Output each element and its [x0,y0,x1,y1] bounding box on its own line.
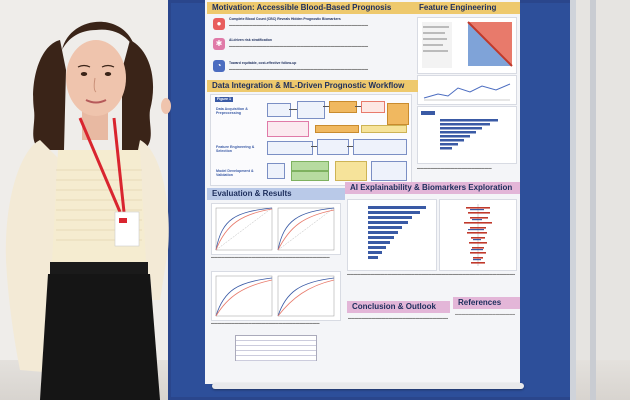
shap-importance-bars [368,206,426,259]
distribution-plot [423,83,511,101]
validation-box-1 [291,161,329,171]
calibration-caption: ▬▬▬▬▬▬▬▬▬▬▬▬▬▬▬▬▬▬▬▬▬▬▬▬▬▬▬▬▬▬▬▬ [211,321,320,325]
hair [33,40,66,150]
motivation-point-2: AI-driven risk stratification [229,38,272,42]
trousers [40,274,160,400]
roc-caption: ▬▬▬▬▬▬▬▬▬▬▬▬▬▬▬▬▬▬▬▬▬▬▬▬▬▬▬▬▬▬▬▬▬▬▬ [211,255,330,259]
clock-icon: ◔ [213,60,225,72]
explainability-header: AI Explainability & Biomarkers Explorati… [345,182,520,194]
validation-box-2 [291,171,329,181]
workflow-step-1: Data Acquisition & Preprocessing [216,107,248,115]
references-body: ▬▬▬▬▬▬▬▬▬▬▬▬▬▬▬▬▬▬▬▬▬▬▬▬▬▬▬▬▬▬▬▬▬▬▬▬▬▬▬▬… [455,312,515,316]
hand [161,98,171,114]
calibration-curves [215,275,335,317]
board-frame [570,0,576,400]
eye-right [104,72,112,76]
preprocess-box [329,101,357,113]
split-box [267,121,309,137]
workflow-diagram: Figure 1 Data Acquisition & Preprocessin… [210,94,412,186]
feature-caption: ▬▬▬▬▬▬▬▬▬▬▬▬▬▬▬▬▬▬▬▬▬▬ [417,166,492,170]
blood-drop-icon: ● [213,18,225,30]
roc-curves [215,207,335,251]
feature-box-3 [353,139,407,155]
motivation-body-3: ▬▬▬▬▬▬▬▬▬▬▬▬▬▬▬▬▬▬▬▬▬▬▬▬▬▬▬▬▬▬▬▬▬▬▬▬▬▬▬▬… [229,67,369,71]
motivation-point-3: Toward equitable, cost-effective follow-… [229,61,297,65]
conclusion-body: ▬▬▬▬▬▬▬▬▬▬▬▬▬▬▬▬▬▬▬▬▬▬▬▬▬▬▬▬▬▬▬▬▬▬▬▬▬▬▬▬… [348,316,448,320]
brain-icon: ✱ [213,38,225,50]
references-header: References [453,297,520,309]
feature-importance-panel [417,106,517,164]
workflow-header: Data Integration & ML-Driven Prognostic … [207,80,418,92]
ehr-database-box [267,103,291,117]
workflow-step-3: Model Development & Validation [216,169,254,177]
motivation-point-1: Complete Blood Count (CBC) Reveals Hidde… [229,17,341,21]
train-box [315,125,359,133]
face [66,40,126,116]
model-box [267,163,285,179]
correlation-heatmap [422,21,513,68]
output-box [371,161,407,181]
feature-importance-bars [421,111,498,150]
data-box [297,101,325,119]
poster-bottom-rail [212,383,524,389]
test-box [361,125,407,133]
eye-left [80,72,88,76]
calibration-panel [211,271,341,321]
roc-curves-panel [211,203,341,255]
cohort-box [387,103,409,125]
motivation-header: Motivation: Accessible Blood-Based Progn… [207,2,415,14]
results-table [235,335,317,361]
correlation-heatmap-panel [417,17,517,74]
name-badge [114,211,140,247]
metric-box [335,161,367,181]
feature-engineering-header: Feature Engineering [414,2,520,14]
distribution-panel [417,75,517,105]
link-box [361,101,385,113]
presenter-person [5,21,171,400]
belt [50,262,148,274]
wall-right [575,0,630,400]
stand-pole [590,0,596,400]
shap-beeswarm [464,204,492,266]
shap-importance-panel [347,199,437,271]
feature-box-1 [267,141,313,155]
motivation-body-2: ▬▬▬▬▬▬▬▬▬▬▬▬▬▬▬▬▬▬▬▬▬▬▬▬▬▬▬▬▬▬▬▬▬▬▬▬▬▬▬▬… [229,44,369,48]
explainability-caption: ▬▬▬▬▬▬▬▬▬▬▬▬▬▬▬▬▬▬▬▬▬▬▬▬▬▬▬▬▬▬▬▬▬▬▬▬▬▬▬▬… [347,272,515,276]
figure-label: Figure 1 [215,97,233,102]
lanyard [78,117,122,213]
feature-box-2 [317,139,349,155]
shap-beeswarm-panel [439,199,517,271]
motivation-body-1: ▬▬▬▬▬▬▬▬▬▬▬▬▬▬▬▬▬▬▬▬▬▬▬▬▬▬▬▬▬▬▬▬▬▬▬▬▬▬▬▬… [229,23,369,27]
mouth [85,99,107,104]
research-poster: Motivation: Accessible Blood-Based Progn… [205,0,520,384]
conclusion-header: Conclusion & Outlook [347,301,450,313]
workflow-step-2: Feature Engineering & Selection [216,145,255,153]
evaluation-header: Evaluation & Results [207,188,345,200]
